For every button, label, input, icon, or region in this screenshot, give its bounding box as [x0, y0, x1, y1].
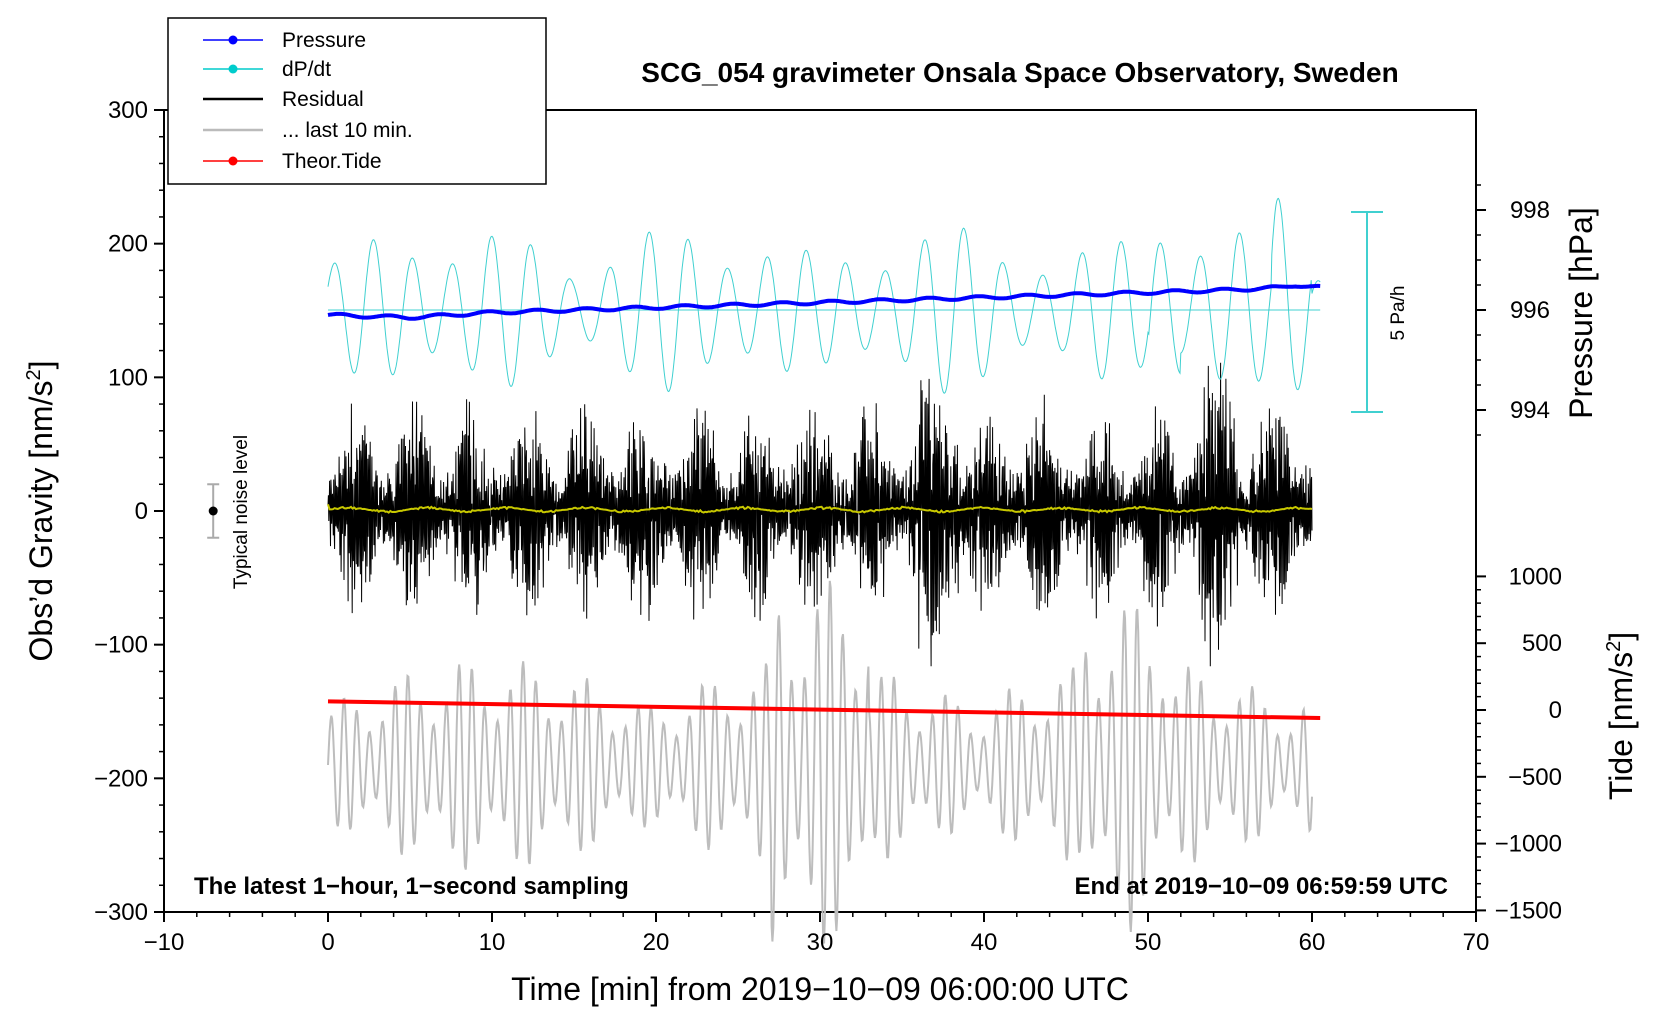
x-tick-label: 60	[1299, 929, 1326, 956]
tide-tick-label: 500	[1522, 630, 1562, 657]
tide-tick-label: −1500	[1495, 897, 1562, 924]
y-tick-label: 100	[108, 364, 148, 391]
y-axis-title-tide-close: ]	[1603, 632, 1639, 641]
legend-label-residual: Residual	[282, 88, 364, 111]
y-axis-title-tide-main: Tide [nm/s	[1603, 652, 1639, 800]
legend: Pressure dP/dt Residual ... last 10 min.…	[167, 17, 547, 185]
x-tick-label: 40	[971, 929, 998, 956]
legend-marker-dpdt	[228, 64, 238, 74]
y-axis-title-left: Obs’d Gravity [nm/s2]	[23, 361, 59, 662]
y-axis-title-left-sup: 2	[23, 369, 45, 380]
x-tick-label: 10	[479, 929, 506, 956]
annotation-bottom-left: The latest 1−hour, 1−second sampling	[194, 873, 629, 900]
legend-label-last10: ... last 10 min.	[282, 119, 413, 142]
x-tick-label: 30	[807, 929, 834, 956]
legend-marker-theor-tide	[228, 156, 238, 166]
noise-level-label: Typical noise level	[231, 435, 252, 589]
tide-tick-label: 0	[1549, 697, 1562, 724]
series-last-10-min	[327, 580, 1313, 944]
pressure-tick-label: 994	[1510, 397, 1550, 424]
y-tick-label: 300	[108, 97, 148, 124]
noise-marker	[208, 506, 218, 516]
tide-tick-label: 1000	[1509, 563, 1562, 590]
series-layer	[207, 197, 1383, 944]
y-tick-label: 0	[135, 498, 148, 525]
y-tick-label: 200	[108, 231, 148, 258]
scale-bar-label: 5 Pa/h	[1388, 286, 1409, 341]
x-tick-label: 70	[1463, 929, 1490, 956]
y-axis-title-pressure: Pressure [hPa]	[1563, 207, 1599, 419]
annotation-bottom-right: End at 2019−10−09 06:59:59 UTC	[1074, 873, 1448, 900]
y-tick-label: −300	[94, 899, 148, 926]
y-axis-title-left-main: Obs’d Gravity [nm/s	[23, 381, 59, 662]
x-tick-label: 0	[321, 929, 334, 956]
x-axis-title: Time [min] from 2019−10−09 06:00:00 UTC	[511, 971, 1129, 1007]
chart-title: SCG_054 gravimeter Onsala Space Observat…	[641, 57, 1398, 88]
legend-label-pressure: Pressure	[282, 29, 366, 52]
y-tick-label: −100	[94, 632, 148, 659]
legend-label-dpdt: dP/dt	[282, 58, 331, 81]
legend-marker-pressure	[228, 35, 238, 45]
ticks-layer: −10 0 10 20 30 40 50 60 70−300−200−1000100200300…	[94, 97, 1562, 956]
x-tick-label: 50	[1135, 929, 1162, 956]
series-dpdt	[327, 197, 1321, 394]
pressure-tick-label: 996	[1510, 297, 1550, 324]
x-tick-label: 20	[643, 929, 670, 956]
y-tick-label: −200	[94, 765, 148, 792]
tide-tick-label: −1000	[1495, 831, 1562, 858]
legend-box	[167, 17, 547, 185]
series-residual-smoothed	[327, 504, 1313, 514]
series-pressure	[327, 283, 1321, 321]
x-tick-label: −10	[144, 929, 185, 956]
pressure-tick-label: 998	[1510, 197, 1550, 224]
series-theor-tide	[327, 699, 1321, 721]
legend-label-theor-tide: Theor.Tide	[282, 150, 382, 173]
y-axis-title-left-close: ]	[23, 361, 59, 370]
y-axis-title-tide: Tide [nm/s2]	[1603, 632, 1639, 800]
series-residual	[327, 362, 1313, 667]
tide-tick-label: −500	[1508, 764, 1562, 791]
y-axis-title-tide-sup: 2	[1603, 641, 1625, 652]
